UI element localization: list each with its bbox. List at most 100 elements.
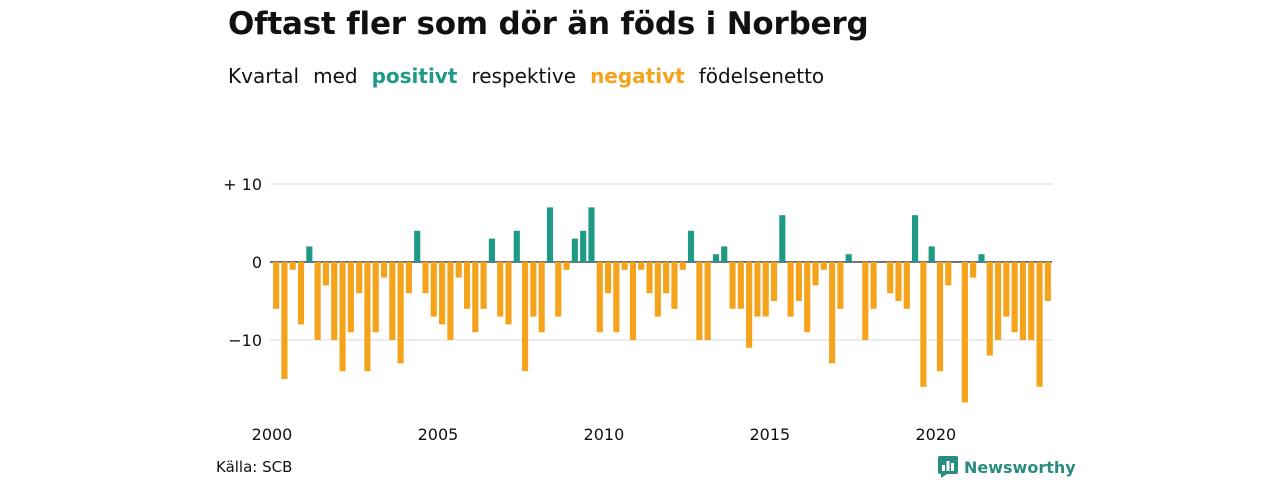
x-tick-label: 2000 — [252, 425, 293, 444]
y-tick-label: −10 — [228, 331, 262, 350]
bar-positive — [588, 207, 595, 262]
y-tick-label: 0 — [252, 253, 262, 272]
bar-negative — [339, 262, 346, 372]
bar-negative — [770, 262, 778, 301]
bar-negative — [447, 262, 454, 340]
bar-positive — [488, 238, 495, 262]
bar-negative — [331, 262, 338, 340]
bar-positive — [414, 230, 421, 262]
bar-positive — [687, 230, 695, 262]
subtitle-word: respektive — [471, 64, 577, 88]
bar-negative — [604, 262, 612, 294]
bar-negative — [654, 262, 661, 317]
bar-negative — [372, 262, 379, 333]
bar-negative — [322, 262, 330, 286]
bar-negative — [887, 262, 894, 294]
bar-negative — [1003, 262, 1010, 317]
subtitle-negative: negativt — [590, 64, 685, 88]
bar-negative — [646, 262, 653, 294]
bar-positive — [513, 230, 520, 262]
bar-negative — [804, 262, 811, 333]
bar-negative — [1028, 262, 1035, 340]
bar-negative — [439, 262, 446, 325]
bar-negative — [945, 262, 952, 286]
bar-negative — [1044, 262, 1051, 301]
brand-name: Newsworthy — [964, 457, 1076, 477]
subtitle-word: med — [313, 64, 358, 88]
bar-negative — [663, 262, 670, 294]
bar-negative — [389, 262, 396, 340]
bar-negative — [754, 262, 761, 317]
bar-negative — [746, 262, 753, 348]
bar-negative — [795, 262, 802, 301]
newsworthy-logo-icon — [938, 456, 958, 478]
bar-positive — [546, 207, 554, 262]
bar-positive — [712, 254, 720, 262]
bar-negative — [522, 262, 529, 372]
bar-positive — [306, 246, 313, 262]
subtitle-word: Kvartal — [228, 64, 300, 88]
bar-positive — [779, 215, 786, 262]
x-tick-label: 2015 — [750, 425, 791, 444]
bar-negative — [986, 262, 993, 356]
bar-negative — [397, 262, 404, 364]
bar-negative — [297, 262, 305, 325]
bar-negative — [638, 262, 645, 270]
bar-negative — [1036, 262, 1043, 387]
bar-negative — [422, 262, 429, 294]
bar-negative — [314, 262, 321, 340]
bar-negative — [820, 262, 827, 270]
bar-positive — [978, 254, 985, 262]
bar-negative — [1011, 262, 1018, 333]
bar-positive — [845, 254, 852, 262]
y-tick-label: + 10 — [223, 175, 262, 194]
bar-negative — [497, 262, 504, 317]
bar-negative — [961, 262, 968, 403]
bar-negative — [472, 262, 479, 333]
bar-negative — [671, 262, 678, 309]
bar-negative — [920, 262, 927, 387]
bar-negative — [704, 262, 711, 340]
bar-negative — [679, 262, 686, 270]
bar-negative — [870, 262, 877, 309]
bar-negative — [970, 262, 977, 278]
bar-negative — [289, 262, 296, 270]
chart-title: Oftast fler som dör än föds i Norberg — [228, 6, 869, 42]
bar-negative — [737, 262, 744, 309]
bar-positive — [912, 215, 919, 262]
bar-positive — [571, 238, 578, 262]
bar-negative — [596, 262, 603, 333]
bar-negative — [455, 262, 462, 278]
bar-positive — [928, 246, 935, 262]
bar-negative — [829, 262, 836, 364]
bar-negative — [936, 262, 944, 372]
bar-positive — [721, 246, 728, 262]
bar-positive — [580, 230, 587, 262]
x-tick-label: 2005 — [418, 425, 459, 444]
bar-negative — [762, 262, 769, 317]
bar-negative — [364, 262, 371, 372]
source-note: Källa: SCB — [216, 458, 293, 476]
bar-negative — [480, 262, 487, 309]
bar-negative — [555, 262, 562, 317]
bar-negative — [380, 262, 388, 278]
bar-negative — [862, 262, 869, 340]
bar-negative — [837, 262, 844, 309]
chart-subtitle: Kvartal med positivt respektive negativt föde… — [228, 64, 838, 88]
bar-negative — [895, 262, 902, 301]
bar-negative — [787, 262, 794, 317]
bar-negative — [696, 262, 703, 340]
bar-negative — [621, 262, 628, 270]
x-tick-label: 2020 — [915, 425, 956, 444]
subtitle-positive: positivt — [371, 64, 458, 88]
x-tick-label: 2010 — [584, 425, 625, 444]
bar-negative — [356, 262, 363, 294]
subtitle-word: födelsenetto — [698, 64, 825, 88]
bar-negative — [347, 262, 354, 333]
bar-negative — [729, 262, 736, 309]
bar-negative — [812, 262, 819, 286]
bar-negative — [281, 262, 288, 379]
bar-negative — [629, 262, 637, 340]
bar-negative — [405, 262, 412, 294]
